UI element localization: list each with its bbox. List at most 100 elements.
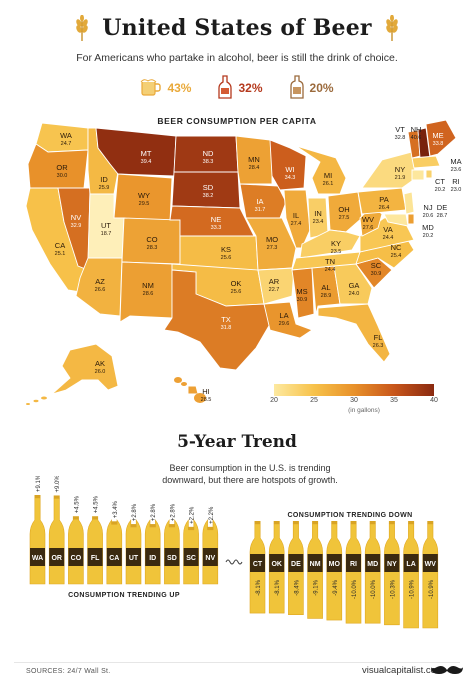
brand-link[interactable]: visualcapitalist.com	[362, 665, 444, 676]
stat-beer-value: 43%	[167, 81, 192, 95]
state-ia	[239, 183, 287, 219]
color-scale-legend	[274, 384, 434, 396]
state-ct	[411, 169, 425, 181]
bottle-cap	[273, 521, 280, 524]
state-value-label: 33.3	[211, 225, 222, 231]
bottle-cap	[350, 521, 357, 524]
wave-divider-line	[225, 559, 243, 565]
bottle-value-label: +4.5%	[74, 495, 80, 513]
bottle-cap	[92, 516, 99, 520]
state-value-label: 26.0	[95, 369, 106, 375]
state-code-label: OR	[56, 163, 68, 172]
bottle-value-label: +2.8%	[170, 503, 176, 521]
state-ny	[361, 151, 417, 189]
bottle-up-bar	[29, 497, 46, 585]
state-ri	[425, 169, 433, 179]
state-code-label: AR	[269, 277, 280, 286]
trend-subtitle-line: downward, but there are hotspots of grow…	[162, 475, 338, 485]
state-value-label: 30.9	[297, 297, 308, 303]
state-code-label: ID	[100, 175, 108, 184]
footer-divider	[14, 662, 460, 663]
state-value-label: 39.4	[141, 159, 152, 165]
state-hi	[187, 385, 199, 395]
trending-down-label: CONSUMPTION TRENDING DOWN	[287, 512, 413, 519]
state-value-label: 30.0	[57, 173, 68, 179]
hawaii-island	[194, 393, 206, 403]
state-value-label: 20.2	[435, 187, 446, 193]
bottle-state-label: ID	[149, 555, 156, 562]
state-ar	[257, 267, 295, 305]
bottle-value-label: +4.5%	[94, 495, 100, 513]
state-code-label: IA	[256, 197, 263, 206]
state-ga	[333, 263, 373, 305]
state-code-label: WY	[138, 191, 150, 200]
bottle-label-band	[183, 548, 199, 566]
state-code-label: SC	[371, 261, 382, 270]
legend-tick: 35	[390, 397, 398, 404]
bottle-cap	[427, 521, 434, 524]
bottle-label-band	[326, 554, 342, 572]
bottle-cap	[312, 521, 319, 524]
bottle-value-label: -10.0%	[371, 579, 377, 599]
bottle-label-band	[49, 548, 65, 566]
mustache-logo-icon	[430, 662, 464, 685]
state-nv	[57, 187, 91, 271]
bottle-label-band	[288, 554, 304, 572]
bottle-cap	[168, 524, 175, 528]
state-code-label: KY	[331, 239, 341, 248]
bottle-label-band	[68, 548, 84, 566]
state-value-label: 21.9	[395, 175, 406, 181]
state-code-label: NE	[211, 215, 221, 224]
state-code-label: SD	[203, 183, 214, 192]
state-value-label: 28.9	[321, 293, 332, 299]
state-code-label: DE	[437, 203, 447, 212]
state-value-label: 24.4	[325, 267, 336, 273]
state-value-label: 23.6	[451, 167, 462, 173]
state-ks	[179, 235, 259, 271]
state-value-label: 24.7	[61, 141, 72, 147]
hawaii-island	[181, 382, 187, 386]
wave-divider	[225, 559, 243, 565]
page-title: United States of Beer	[102, 15, 372, 41]
bottle-label-band	[384, 554, 400, 572]
drink-share-stats: 43% 32% 20%	[0, 74, 474, 102]
bottle-state-label: NV	[205, 555, 215, 562]
state-code-label: MD	[422, 223, 434, 232]
state-code-label: GA	[349, 281, 360, 290]
bottle-value-label: +2.8%	[151, 503, 157, 521]
stat-liquor-value: 20%	[309, 81, 334, 95]
state-fl	[317, 303, 391, 363]
bottle-value-label: -10.9%	[410, 579, 416, 599]
state-al	[311, 265, 341, 315]
bottle-state-label: CO	[71, 555, 82, 562]
bottle-value-label: -10.3%	[390, 579, 396, 599]
bottle-label-band	[346, 554, 361, 572]
bottle-state-label: MO	[329, 561, 341, 568]
state-value-label: 38.3	[203, 159, 214, 165]
bottle-label-band	[403, 554, 419, 572]
legend-tick: 20	[270, 397, 278, 404]
bottle-label-band	[145, 548, 161, 566]
state-value-label: 27.3	[267, 245, 278, 251]
state-value-label: 25.4	[391, 253, 402, 259]
stat-wine-value: 32%	[238, 81, 263, 95]
legend-tick: 30	[350, 397, 358, 404]
bottles-trending-up: WA +9.1% OR +9.0% CO +4.5% FL +4.5% CA +3.4% UT +2.…	[29, 476, 219, 585]
bottle-cap	[188, 526, 195, 530]
bottle-value-label: +9.0%	[55, 476, 61, 492]
stat-wine: 32%	[217, 74, 263, 102]
state-ma	[411, 155, 441, 169]
bottle-state-label: OR	[51, 555, 62, 562]
bottle-state-label: CT	[253, 561, 263, 568]
liquor-bottle-icon	[289, 74, 305, 102]
bottle-down-bar	[403, 523, 419, 629]
state-code-label: AL	[321, 283, 330, 292]
bottle-cap	[292, 521, 299, 524]
state-code-label: VT	[395, 125, 405, 134]
bottle-cap	[149, 524, 156, 528]
state-code-label: CA	[55, 241, 65, 250]
state-code-label: NY	[395, 165, 405, 174]
bottle-label-band	[106, 548, 122, 566]
bottle-value-label: -9.1%	[314, 579, 320, 595]
bottle-cap	[408, 521, 415, 524]
